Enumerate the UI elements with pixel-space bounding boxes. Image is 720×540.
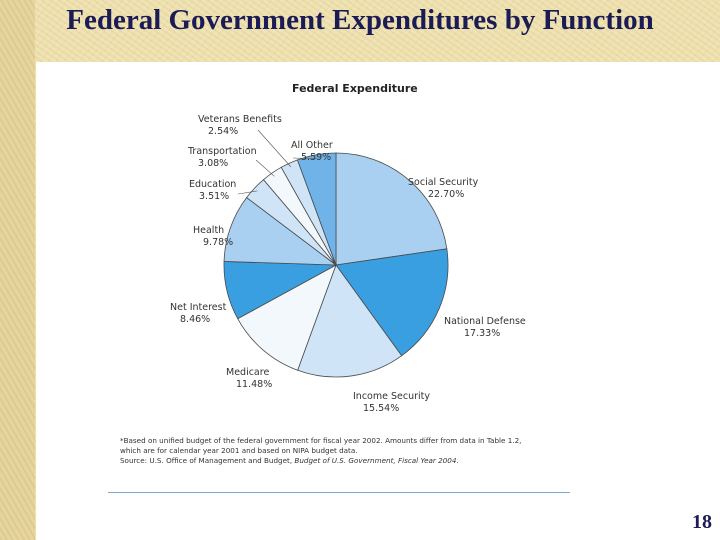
leader-line-transportation: [255, 159, 275, 177]
pie-slices: [223, 152, 449, 378]
footnote-line1: *Based on unified budget of the federal …: [120, 436, 522, 445]
slice-value-net-interest: 8.46%: [180, 314, 210, 325]
left-decor-strip: [0, 0, 35, 540]
slice-label-net-interest: Net Interest: [170, 302, 227, 313]
slice-label-all-other: All Other: [291, 140, 333, 151]
slice-label-education: Education: [189, 179, 236, 190]
slide-title: Federal Government Expenditures by Funct…: [66, 4, 654, 36]
figure-panel: Federal Expenditure Social Security 22.70…: [108, 72, 570, 492]
slice-value-social-security: 22.70%: [428, 189, 464, 200]
slice-value-medicare: 11.48%: [236, 379, 272, 390]
leader-line-all-other: [292, 157, 318, 159]
footnote-line2: which are for calendar year 2001 and bas…: [120, 446, 358, 455]
slice-label-veterans-benefits: Veterans Benefits: [198, 114, 282, 125]
leader-line-veterans-benefits: [257, 129, 292, 168]
leader-line-education: [237, 190, 258, 195]
slice-label-national-defense: National Defense: [444, 316, 526, 327]
source-title: Budget of U.S. Government, Fiscal Year 2…: [294, 456, 457, 465]
slice-label-health: Health: [193, 225, 224, 236]
page-number: 18: [692, 511, 712, 533]
pie-slice-social-security: [335, 152, 448, 266]
footnote-source: Source: U.S. Office of Management and Bu…: [120, 456, 560, 466]
chart-title: Federal Expenditure: [292, 82, 418, 95]
source-suffix: .: [456, 456, 459, 465]
slice-value-veterans-benefits: 2.54%: [208, 126, 238, 137]
slice-value-education: 3.51%: [199, 191, 229, 202]
pie-chart: Federal Expenditure Social Security22.70…: [170, 82, 526, 414]
footnote: *Based on unified budget of the federal …: [120, 436, 560, 466]
slice-value-national-defense: 17.33%: [464, 328, 500, 339]
slice-label-social-security: Social Security: [408, 177, 479, 188]
pie-slice-national-defense: [335, 248, 449, 357]
pie-slice-medicare: [237, 264, 337, 371]
leader-lines: [237, 129, 318, 195]
slice-label-transportation: Transportation: [187, 146, 257, 157]
figure-bottom-rule: [108, 492, 570, 493]
slice-value-transportation: 3.08%: [198, 158, 228, 169]
slice-value-health: 9.78%: [203, 237, 233, 248]
pie-slice-income-security: [297, 264, 403, 378]
source-prefix: Source: U.S. Office of Management and Bu…: [120, 456, 295, 465]
slice-value-income-security: 15.54%: [363, 403, 399, 414]
pie-slice-all-other: [296, 152, 337, 266]
slice-value-all-other: 5.59%: [301, 152, 331, 163]
slice-label-income-security: Income Security: [353, 391, 430, 402]
slice-label-medicare: Medicare: [226, 367, 269, 378]
